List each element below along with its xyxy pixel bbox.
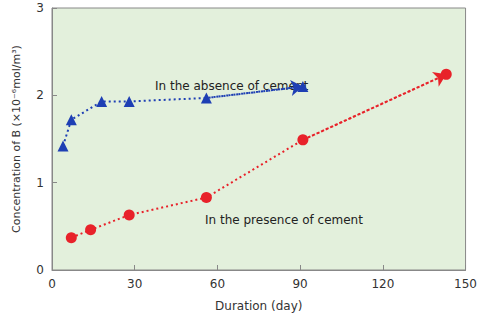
svg-text:1: 1 xyxy=(36,176,44,190)
svg-text:3: 3 xyxy=(36,1,44,15)
svg-text:120: 120 xyxy=(371,277,394,291)
svg-text:30: 30 xyxy=(127,277,142,291)
svg-text:0: 0 xyxy=(36,263,44,277)
svg-text:0: 0 xyxy=(48,277,56,291)
svg-text:Duration (day): Duration (day) xyxy=(215,299,302,313)
svg-text:Concentration of B (×10⁻⁶mol/m: Concentration of B (×10⁻⁶mol/m³) xyxy=(10,45,23,233)
svg-text:2: 2 xyxy=(36,88,44,102)
svg-text:In the presence of cement: In the presence of cement xyxy=(205,213,363,227)
svg-text:90: 90 xyxy=(292,277,307,291)
svg-text:In the absence of cement: In the absence of cement xyxy=(155,79,309,93)
svg-text:150: 150 xyxy=(454,277,477,291)
svg-text:60: 60 xyxy=(210,277,225,291)
